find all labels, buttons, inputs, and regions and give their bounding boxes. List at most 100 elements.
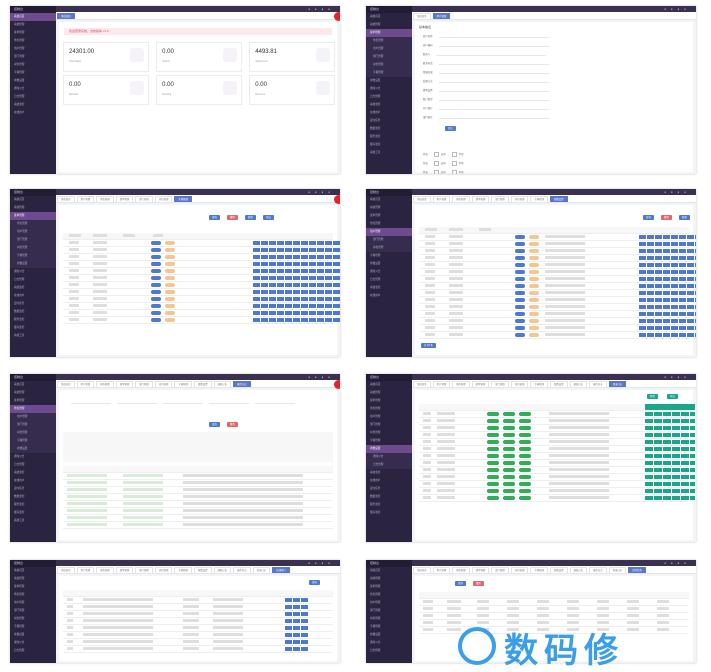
tab[interactable]: 用户管理 bbox=[76, 567, 95, 573]
table-row[interactable] bbox=[419, 599, 689, 606]
tab-active[interactable]: 操作日志 bbox=[233, 381, 251, 387]
sidebar-item[interactable]: 在线用户 bbox=[370, 111, 381, 114]
search-button[interactable]: 查询 bbox=[455, 581, 466, 586]
sidebar-item[interactable]: 系统工具 bbox=[14, 519, 25, 522]
toolbar-icons[interactable]: ● ● ● ● bbox=[308, 7, 332, 11]
sidebar-item[interactable]: 缓存监控 bbox=[370, 143, 381, 146]
sidebar-item[interactable]: 缓存监控 bbox=[14, 326, 25, 329]
sidebar-item[interactable]: 通知公告 bbox=[370, 641, 381, 644]
sidebar-item[interactable]: 角色管理 bbox=[14, 593, 25, 596]
sidebar-subitem[interactable]: 通知公告 bbox=[366, 453, 412, 461]
sidebar-item[interactable]: 定时任务 bbox=[14, 302, 25, 305]
table-row[interactable] bbox=[63, 289, 340, 296]
sidebar-item[interactable]: 定时任务 bbox=[370, 487, 381, 490]
table-row[interactable] bbox=[63, 515, 333, 522]
table-row[interactable] bbox=[419, 474, 695, 481]
table-row[interactable] bbox=[419, 460, 695, 467]
form-field[interactable]: 联系人 bbox=[423, 52, 547, 57]
tab[interactable]: 岗位管理 bbox=[510, 567, 529, 573]
toolbar-icons[interactable]: ● ● ● ● bbox=[664, 561, 688, 565]
tab[interactable]: 角色管理 bbox=[452, 196, 470, 202]
table-row[interactable] bbox=[419, 446, 695, 453]
sidebar-item[interactable]: 系统首页 bbox=[370, 569, 381, 572]
sidebar-item[interactable]: 系统首页 bbox=[14, 198, 25, 201]
sidebar-item[interactable]: 日志管理 bbox=[370, 649, 381, 652]
tab[interactable]: 字典管理 bbox=[174, 381, 192, 387]
sidebar-item[interactable]: 数据监控 bbox=[14, 495, 25, 498]
sidebar-subitem[interactable]: 部门管理 bbox=[10, 236, 56, 244]
table-row[interactable] bbox=[63, 639, 333, 646]
tab[interactable]: 用户管理 bbox=[76, 196, 95, 202]
table-row[interactable] bbox=[419, 234, 696, 241]
sidebar-item-active[interactable]: 菜单管理 bbox=[10, 212, 56, 220]
table-row[interactable] bbox=[419, 325, 696, 332]
sidebar-item-active[interactable]: 用户管理 bbox=[366, 228, 412, 236]
sidebar-item-active[interactable]: 角色管理 bbox=[10, 405, 56, 413]
tab[interactable]: 系统首页 bbox=[413, 381, 431, 387]
sidebar-subitem[interactable]: 字典管理 bbox=[366, 69, 412, 77]
sidebar-subitem[interactable]: 岗位管理 bbox=[10, 429, 56, 437]
sidebar-item[interactable]: 在线用户 bbox=[14, 294, 25, 297]
sidebar-item[interactable]: 系统监控 bbox=[370, 471, 381, 474]
sidebar-item[interactable]: 服务监控 bbox=[14, 503, 25, 506]
table-row[interactable] bbox=[63, 480, 333, 487]
sidebar-item-active[interactable]: 菜单管理 bbox=[366, 29, 412, 37]
sidebar-subitem[interactable]: 角色管理 bbox=[10, 220, 56, 228]
table-row[interactable] bbox=[419, 318, 696, 325]
sidebar-item[interactable]: 系统首页 bbox=[370, 198, 381, 201]
sidebar-item[interactable]: 字典管理 bbox=[370, 625, 381, 628]
form-field[interactable]: 费率设置 bbox=[423, 88, 549, 93]
sidebar-item[interactable]: 系统管理 bbox=[14, 577, 25, 580]
sidebar-item[interactable]: 角色管理 bbox=[14, 39, 25, 42]
add-button[interactable]: 新增 bbox=[245, 215, 256, 220]
form-field[interactable]: 结算方式 bbox=[423, 79, 549, 84]
sidebar-item[interactable]: 菜单管理 bbox=[370, 399, 381, 402]
tab-active[interactable]: 参数设置 bbox=[549, 196, 568, 202]
sidebar-item[interactable]: 服务监控 bbox=[370, 503, 381, 506]
table-row[interactable] bbox=[63, 240, 340, 247]
table-row[interactable] bbox=[419, 488, 695, 495]
sidebar-item[interactable]: 岗位管理 bbox=[370, 617, 381, 620]
table-row[interactable] bbox=[419, 418, 695, 425]
table-row[interactable] bbox=[63, 508, 333, 515]
sidebar-item[interactable]: 系统管理 bbox=[370, 206, 381, 209]
sidebar-item[interactable]: 部门管理 bbox=[14, 609, 25, 612]
table-row[interactable] bbox=[419, 241, 696, 248]
sidebar-item[interactable]: 通知公告 bbox=[14, 270, 25, 273]
sidebar-item[interactable]: 数据监控 bbox=[370, 495, 381, 498]
table-row[interactable] bbox=[63, 522, 333, 529]
sidebar-subitem[interactable]: 用户管理 bbox=[10, 413, 56, 421]
add-button[interactable]: 新增 bbox=[647, 394, 658, 399]
sidebar-item[interactable]: 日志管理 bbox=[14, 95, 25, 98]
toolbar-icons[interactable]: ● ● ● ● bbox=[664, 7, 688, 11]
sidebar-item[interactable]: 服务监控 bbox=[14, 318, 25, 321]
sidebar-item[interactable]: 字典管理 bbox=[370, 254, 381, 257]
reset-button[interactable]: 重置 bbox=[227, 422, 238, 427]
tab[interactable]: 岗位管理 bbox=[154, 567, 173, 573]
table-row[interactable] bbox=[419, 425, 695, 432]
tab[interactable]: 用户管理 bbox=[432, 381, 451, 387]
tab[interactable]: 系统首页 bbox=[413, 13, 431, 19]
tab-active[interactable]: 定时任务 bbox=[628, 567, 646, 573]
table-row[interactable] bbox=[419, 432, 695, 439]
sidebar-item[interactable]: 字典管理 bbox=[370, 439, 381, 442]
search-button[interactable]: 查询 bbox=[209, 422, 220, 427]
sidebar-item[interactable]: 参数设置 bbox=[14, 633, 25, 636]
table-row[interactable] bbox=[419, 439, 695, 446]
tab[interactable]: 部门管理 bbox=[135, 381, 153, 387]
tab[interactable]: 参数设置 bbox=[193, 381, 212, 387]
tab[interactable]: 菜单管理 bbox=[471, 196, 490, 202]
tab[interactable]: 部门管理 bbox=[135, 196, 153, 202]
table-row[interactable] bbox=[419, 481, 695, 488]
table-row[interactable] bbox=[63, 646, 333, 653]
tab[interactable]: 字典管理 bbox=[530, 196, 548, 202]
sidebar-item[interactable]: 字典管理 bbox=[14, 71, 25, 74]
sidebar-item[interactable]: 部门管理 bbox=[370, 423, 381, 426]
tab[interactable]: 部门管理 bbox=[491, 381, 509, 387]
sidebar-item[interactable]: 在线用户 bbox=[370, 479, 381, 482]
reset-button[interactable]: 重置 bbox=[227, 215, 238, 220]
sidebar-subitem[interactable]: 日志管理 bbox=[366, 461, 412, 469]
tab[interactable]: 岗位管理 bbox=[154, 381, 173, 387]
radio-group[interactable]: 状态 启用 禁用 bbox=[423, 170, 464, 174]
table-row[interactable] bbox=[419, 606, 689, 613]
